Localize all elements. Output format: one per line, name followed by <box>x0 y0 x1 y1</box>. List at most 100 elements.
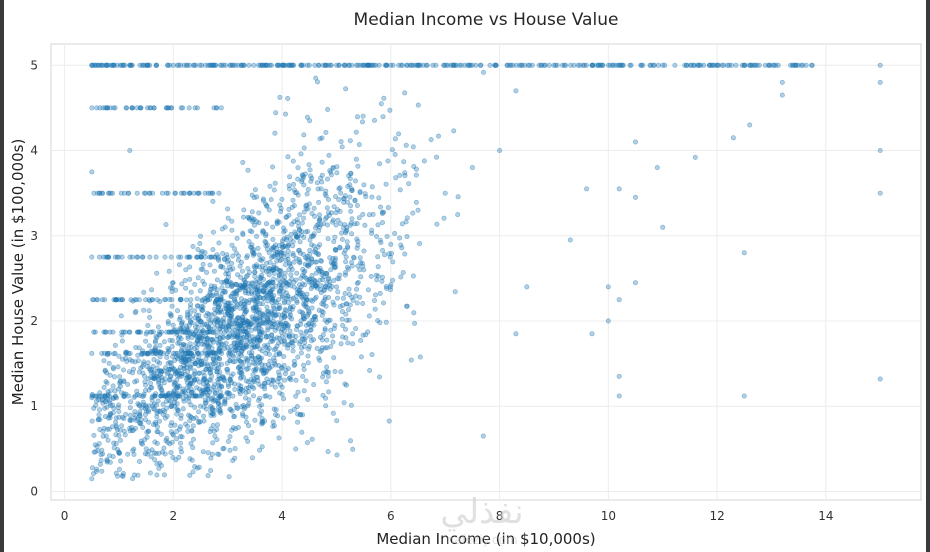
data-point <box>197 329 203 335</box>
data-point <box>99 468 105 474</box>
data-point <box>295 165 301 171</box>
data-point <box>162 409 168 415</box>
data-point <box>348 170 354 176</box>
data-point <box>105 62 111 68</box>
data-point <box>323 303 329 309</box>
data-point <box>107 411 113 417</box>
data-point <box>326 389 332 395</box>
data-point <box>325 276 331 282</box>
data-point <box>176 254 182 260</box>
data-point <box>279 196 285 202</box>
data-point <box>332 234 338 240</box>
data-point <box>201 418 207 424</box>
data-point <box>262 386 268 392</box>
data-point <box>217 309 223 315</box>
data-point <box>257 447 263 453</box>
data-point <box>362 222 368 228</box>
data-point <box>334 207 340 213</box>
data-point <box>411 164 417 170</box>
data-point <box>196 317 202 323</box>
data-point <box>154 297 160 303</box>
data-point <box>287 62 293 68</box>
data-point <box>290 252 296 258</box>
data-point <box>259 408 265 414</box>
data-point <box>117 374 123 380</box>
data-point <box>276 312 282 318</box>
data-point <box>192 464 198 470</box>
data-point <box>180 190 186 196</box>
data-point <box>220 374 226 380</box>
data-point <box>215 297 221 303</box>
data-point <box>210 229 216 235</box>
data-point <box>285 248 291 254</box>
data-point <box>225 334 231 340</box>
data-point <box>692 154 698 160</box>
data-point <box>398 242 404 248</box>
data-point <box>314 180 320 186</box>
data-point <box>262 239 268 245</box>
data-point <box>216 404 222 410</box>
data-point <box>205 450 211 456</box>
data-point <box>291 406 297 412</box>
data-point <box>292 338 298 344</box>
x-tick-label: 4 <box>278 509 286 523</box>
data-point <box>403 142 409 148</box>
data-point <box>127 254 133 260</box>
data-point <box>372 292 378 298</box>
data-point <box>152 457 158 463</box>
data-point <box>339 230 345 236</box>
data-point <box>202 339 208 345</box>
data-point <box>196 418 202 424</box>
data-point <box>282 111 288 117</box>
data-point <box>638 62 644 68</box>
data-point <box>417 354 423 360</box>
data-point <box>116 450 122 456</box>
data-point <box>229 218 235 224</box>
data-point <box>492 62 498 68</box>
data-point <box>251 296 257 302</box>
data-point <box>295 419 301 425</box>
plot-area <box>50 43 922 501</box>
data-point <box>325 373 331 379</box>
data-point <box>168 254 174 260</box>
data-point <box>121 393 127 399</box>
data-point <box>193 340 199 346</box>
y-axis-label: Median House Value (in $100,000s) <box>9 139 27 406</box>
data-point <box>209 396 215 402</box>
data-point <box>267 183 273 189</box>
data-point <box>102 297 108 303</box>
data-point <box>196 409 202 415</box>
data-point <box>125 451 131 457</box>
data-point <box>137 105 143 111</box>
data-point <box>102 405 108 411</box>
data-point <box>230 253 236 259</box>
data-point <box>348 402 354 408</box>
data-point <box>361 62 367 68</box>
data-point <box>349 216 355 222</box>
data-point <box>172 368 178 374</box>
data-point <box>194 254 200 260</box>
data-point <box>207 292 213 298</box>
data-point <box>225 438 231 444</box>
data-point <box>207 429 213 435</box>
data-point <box>336 62 342 68</box>
data-point <box>111 440 117 446</box>
data-point <box>133 297 139 303</box>
data-point <box>140 424 146 430</box>
data-point <box>376 195 382 201</box>
data-point <box>243 378 249 384</box>
data-point <box>127 412 133 418</box>
data-point <box>368 273 374 279</box>
data-point <box>331 278 337 284</box>
data-point <box>343 254 349 260</box>
data-point <box>455 194 461 200</box>
data-point <box>192 105 198 111</box>
data-point <box>281 236 287 242</box>
data-point <box>169 303 175 309</box>
data-point <box>338 221 344 227</box>
data-point <box>413 172 419 178</box>
data-point <box>301 209 307 215</box>
data-point <box>102 105 108 111</box>
data-point <box>721 62 727 68</box>
data-point <box>275 379 281 385</box>
